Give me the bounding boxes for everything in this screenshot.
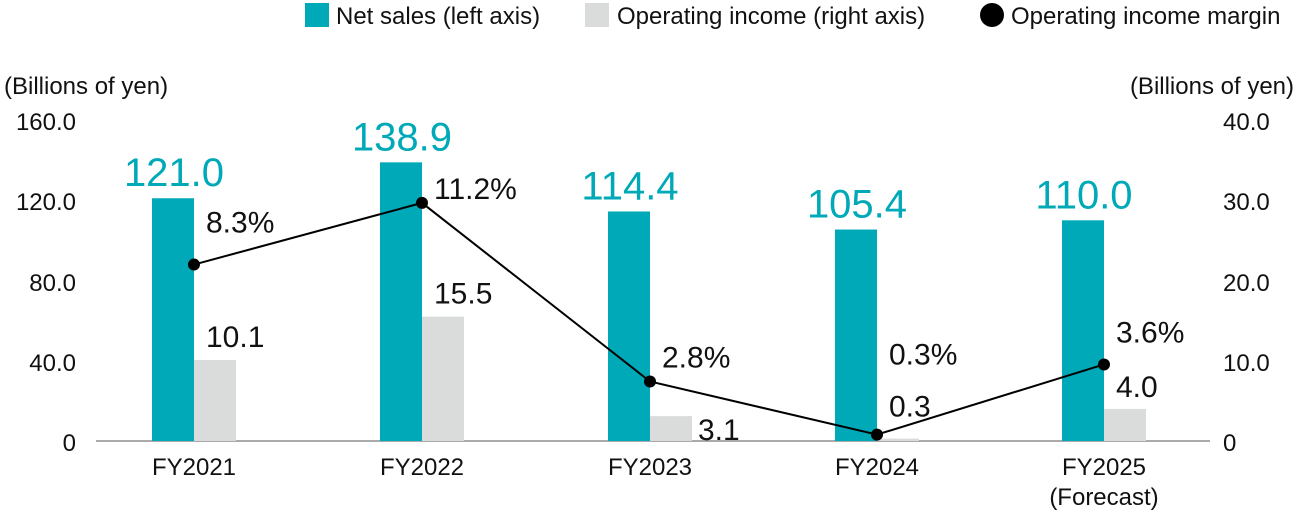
operating-income-bar [194,359,236,441]
margin-point [871,428,883,441]
margin-data-label: 0.3% [889,339,957,372]
margin-data-label: 3.6% [1116,316,1184,349]
left-tick-label: 0 [63,430,76,457]
net-sales-data-label: 110.0 [1035,173,1132,217]
legend-label-net-sales: Net sales (left axis) [336,3,540,30]
category-sublabel: (Forecast) [1049,484,1158,511]
right-axis-ticks: 40.0 30.0 20.0 10.0 0 [1223,109,1270,457]
margin-point [644,375,656,388]
legend-swatch-operating-income [585,3,609,27]
margin-point [416,196,428,209]
operating-income-bar [877,438,919,441]
operating-income-data-label: 10.1 [206,321,264,354]
right-tick-label: 30.0 [1223,189,1270,216]
category-label: FY2024 [835,454,919,481]
right-tick-label: 0 [1223,430,1236,457]
legend-marker-margin [980,3,1004,27]
operating-income-data-label: 3.1 [698,414,740,447]
margin-data-label: 11.2% [434,173,517,206]
operating-income-bar [650,416,692,441]
margin-data-label: 2.8% [662,341,730,374]
net-sales-data-label: 114.4 [581,164,678,208]
net-sales-bar [1062,220,1104,441]
left-axis-ticks: 160.0 120.0 80.0 40.0 0 [16,109,76,457]
left-tick-label: 80.0 [29,270,76,297]
net-sales-bar [608,211,650,441]
category-label: FY2025 [1062,454,1146,481]
operating-income-data-label: 15.5 [434,278,492,311]
margin-point [188,258,200,271]
legend: Net sales (left axis) Operating income (… [305,3,1280,30]
right-tick-label: 40.0 [1223,109,1270,136]
plot-area: 121.0 138.9 114.4 105.4 110.0 10.1 15.5 3.1 0.3 4… [96,115,1210,447]
operating-income-data-label: 0.3 [889,391,931,424]
operating-income-bar [422,316,464,441]
category-label: FY2023 [608,454,692,481]
left-tick-label: 40.0 [29,350,76,377]
category-label: FY2021 [152,454,236,481]
left-tick-label: 120.0 [16,189,76,216]
net-sales-data-label: 138.9 [352,115,452,159]
x-axis-labels: FY2021 FY2022 FY2023 FY2024 FY2025 (Fore… [152,454,1159,511]
right-tick-label: 10.0 [1223,350,1270,377]
net-sales-bar [835,229,877,441]
margin-data-label: 8.3% [206,207,274,240]
net-sales-data-label: 121.0 [124,151,224,195]
right-axis-unit: (Billions of yen) [1130,73,1294,100]
left-tick-label: 160.0 [16,109,76,136]
operating-income-bar [1104,408,1146,441]
operating-income-data-label: 4.0 [1116,371,1158,404]
legend-label-operating-income: Operating income (right axis) [617,3,925,30]
net-sales-data-label: 105.4 [807,183,907,227]
right-tick-label: 20.0 [1223,270,1270,297]
margin-point [1098,358,1110,371]
legend-label-margin: Operating income margin [1011,3,1280,30]
net-sales-bar [152,198,194,441]
legend-swatch-net-sales [305,3,329,27]
category-label: FY2022 [380,454,464,481]
left-axis-unit: (Billions of yen) [4,73,168,100]
